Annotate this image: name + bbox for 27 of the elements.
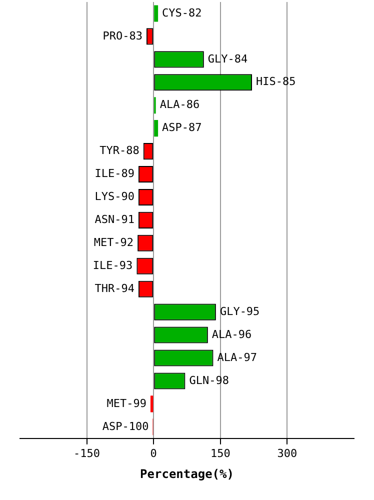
y-tick-label: MET-92 [94, 236, 134, 250]
y-tick-label: ALA-86 [160, 98, 200, 112]
y-tick-label: LYS-90 [94, 190, 134, 204]
bar [154, 5, 158, 22]
y-tick-label: GLY-95 [220, 304, 260, 318]
y-tick-label: ILE-89 [94, 167, 134, 180]
x-tick-label: 0 [150, 446, 157, 460]
y-tick-label: HIS-85 [256, 75, 296, 88]
y-tick-label: GLN-98 [189, 374, 229, 387]
y-tick-label: ALA-97 [217, 350, 258, 364]
y-tick-label: ASP-100 [102, 420, 149, 433]
y-tick-label: TYR-88 [100, 144, 140, 158]
y-tick-label: ASP-87 [162, 121, 202, 134]
y-tick-label: ILE-93 [92, 258, 133, 272]
x-tick-label: -150 [74, 446, 100, 460]
y-tick-label: CYS-82 [162, 6, 202, 20]
x-axis-title: Percentage(%) [140, 466, 234, 481]
x-tick-label: 300 [277, 446, 298, 460]
y-tick-label: THR-94 [94, 282, 135, 295]
x-tick-label: 150 [210, 446, 230, 460]
y-tick-label: ASN-91 [94, 213, 134, 226]
y-tick-label: ALA-96 [212, 328, 252, 341]
y-tick-label: MET-99 [106, 396, 146, 410]
bar [154, 120, 158, 137]
y-tick-label: GLY-84 [208, 52, 248, 66]
bar [150, 396, 154, 412]
y-tick-label: PRO-83 [102, 29, 142, 42]
